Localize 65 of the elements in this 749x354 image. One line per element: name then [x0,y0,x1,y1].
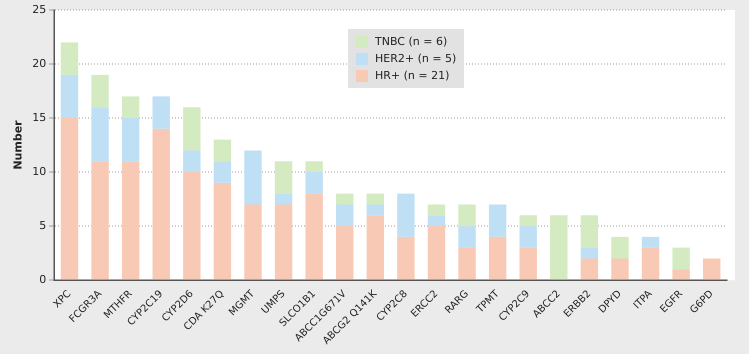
bar [520,248,537,280]
bar [91,161,109,280]
bar [488,236,506,280]
bar [520,226,537,248]
bar [274,194,292,204]
bar [488,204,506,237]
bar [672,248,690,270]
bar [305,161,323,172]
bar [60,74,78,118]
y-tick-label: 0 [39,272,46,286]
legend-label: TNBC (n = 6) [375,35,448,48]
bar [91,107,109,162]
bar [611,258,629,280]
bar [366,194,384,204]
y-tick-label: 5 [39,218,46,232]
bar [60,42,78,75]
y-tick-label: 20 [32,56,46,70]
y-tick-label: 25 [32,2,46,16]
bar [122,118,140,162]
bar [152,128,170,280]
bar [397,236,415,280]
bar [336,226,354,280]
bar [122,96,140,118]
bar [152,96,170,129]
bar [672,269,690,280]
bar [550,215,568,280]
bar [244,150,262,204]
bar [214,161,232,183]
bar [336,194,354,204]
bar [274,161,292,194]
bar [60,118,78,280]
legend-label: HR+ (n = 21) [375,69,450,82]
bar [336,204,354,226]
bar [274,204,292,280]
bar [183,172,201,280]
bar [397,194,415,237]
bar [122,161,140,280]
bar [611,236,629,258]
bar [580,215,598,248]
bar [580,258,598,280]
y-axis-title: Number [11,120,24,170]
bar [520,215,537,226]
bar [91,74,109,108]
bar [642,236,660,248]
bar [305,172,323,194]
y-tick-label: 10 [32,164,46,178]
bar [214,182,232,280]
bar [702,258,720,280]
bar [366,215,384,280]
bar [642,248,660,280]
bar [183,150,201,172]
bar [366,204,384,216]
bar [580,248,598,258]
bar [183,107,201,150]
bar [428,215,446,226]
legend-label: HER2+ (n = 5) [375,52,456,65]
bar [244,204,262,280]
bar [428,226,446,280]
bar [305,194,323,280]
bar [214,140,232,162]
bar [458,226,476,248]
bar [458,248,476,280]
bar [428,204,446,216]
bar [458,204,476,226]
y-tick-label: 15 [32,110,46,124]
